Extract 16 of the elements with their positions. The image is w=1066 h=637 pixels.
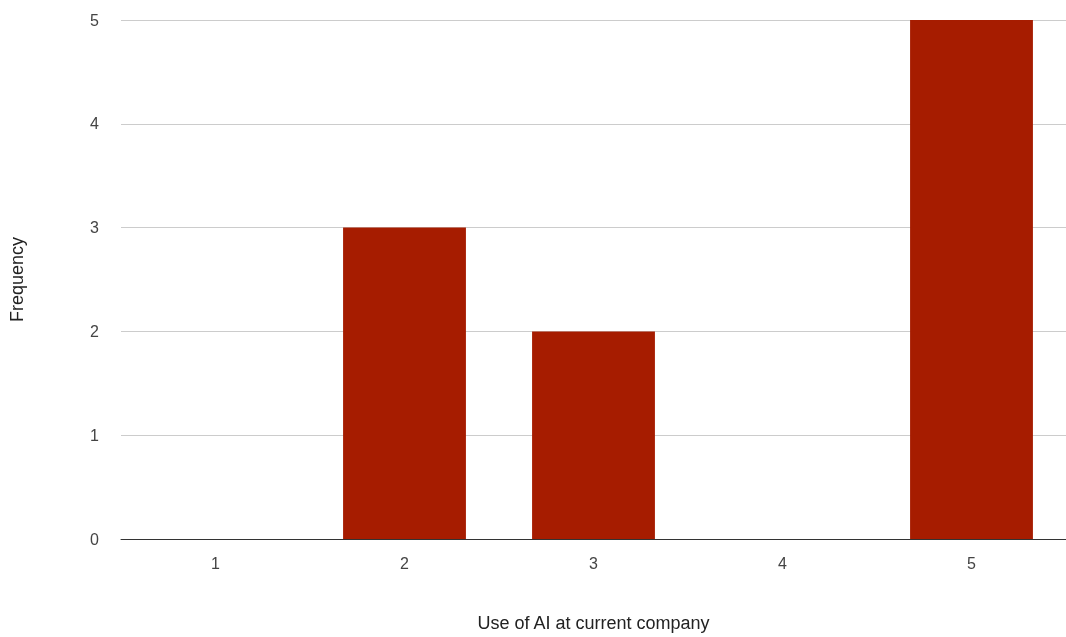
y-axis-title: Frequency: [7, 236, 27, 323]
x-tick-label: 4: [778, 554, 788, 572]
x-tick-label: 1: [211, 554, 221, 572]
y-tick-label: 0: [90, 530, 100, 548]
y-tick-label: 2: [90, 322, 100, 340]
x-tick-label: 3: [589, 554, 599, 572]
bar: [532, 331, 655, 539]
bar: [343, 227, 466, 539]
x-axis-title: Use of AI at current company: [477, 613, 710, 633]
y-tick-label: 4: [90, 115, 100, 133]
y-tick-label: 3: [90, 219, 100, 237]
x-tick-label: 2: [400, 554, 410, 572]
x-tick-label: 5: [967, 554, 977, 572]
bar: [910, 20, 1033, 539]
y-tick-label: 5: [90, 11, 100, 29]
y-tick-label: 1: [90, 426, 100, 444]
